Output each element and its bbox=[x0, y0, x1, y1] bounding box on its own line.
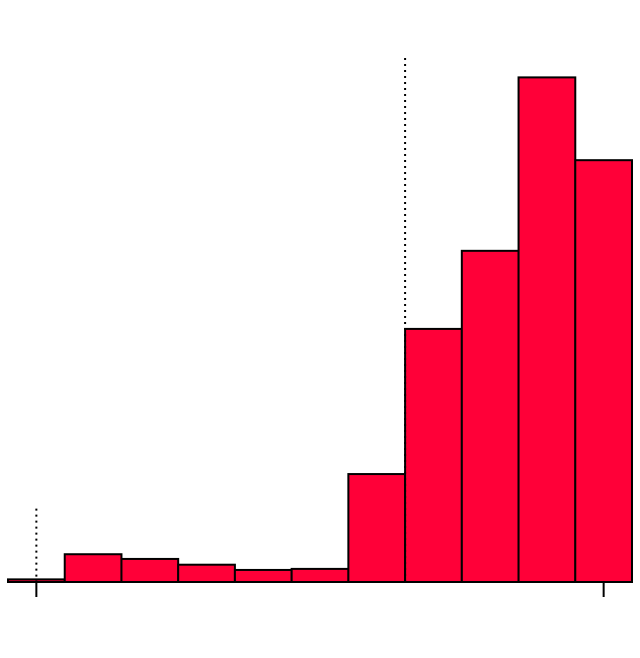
bar-5 bbox=[233, 568, 293, 584]
bar-4 bbox=[177, 563, 236, 584]
bar-3 bbox=[120, 557, 180, 584]
bar-11 bbox=[574, 159, 634, 583]
bars-layer bbox=[7, 76, 634, 584]
reference-lines-layer bbox=[35, 58, 407, 582]
bar-9 bbox=[460, 249, 520, 584]
bar-8 bbox=[404, 327, 463, 583]
bar-2 bbox=[63, 553, 123, 583]
bar-6 bbox=[290, 567, 350, 584]
bar-7 bbox=[347, 473, 407, 583]
x-axis bbox=[35, 583, 605, 597]
bar-10 bbox=[517, 76, 577, 583]
